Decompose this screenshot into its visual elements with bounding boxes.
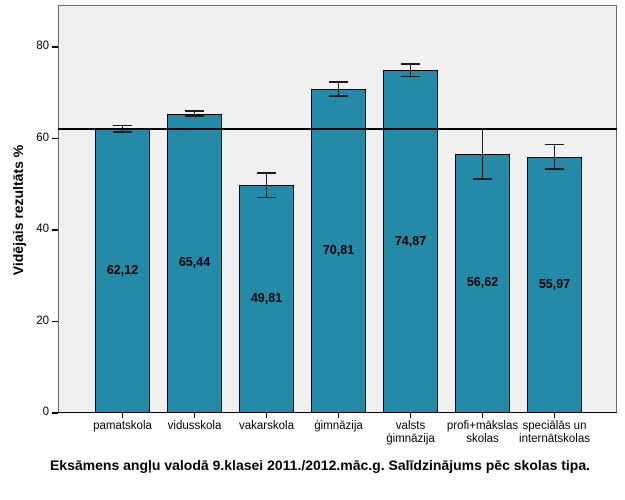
x-tick [193, 413, 196, 418]
error-bar-line [409, 63, 412, 77]
x-tick [265, 413, 268, 418]
bar [95, 128, 150, 413]
y-tick [52, 320, 58, 323]
bar-value-label: 49,81 [250, 291, 283, 306]
category-label: vakarskola [239, 420, 294, 432]
category-label: valsts ģimnāzija [386, 420, 435, 445]
error-bar-cap-bottom [473, 178, 492, 180]
x-tick [553, 413, 556, 418]
error-bar-cap-bottom [545, 168, 564, 170]
bar [311, 89, 366, 413]
x-axis-line [58, 411, 617, 413]
error-bar-line [265, 172, 268, 198]
y-tick-label: 80 [36, 40, 49, 52]
error-bar-line [337, 82, 340, 96]
error-bar-line [553, 144, 556, 170]
bar [383, 70, 438, 413]
error-bar-cap-bottom [257, 196, 276, 199]
bar-value-label: 65,44 [178, 255, 211, 270]
y-tick-label: 0 [42, 406, 49, 418]
bar [455, 153, 510, 413]
bar [239, 185, 294, 413]
chart-title: Eksāmens angļu valodā 9.klasei 2011./201… [49, 457, 591, 473]
x-tick [481, 413, 484, 418]
error-bar-cap-bottom [401, 75, 420, 78]
bar-value-label: 56,62 [466, 275, 499, 290]
error-bar-cap-bottom [113, 131, 132, 133]
y-tick-label: 40 [36, 223, 49, 235]
y-tick [52, 412, 58, 414]
bar-value-label: 74,87 [394, 233, 427, 248]
x-tick [337, 413, 340, 418]
y-tick [52, 46, 58, 48]
y-tick [52, 229, 58, 231]
error-bar-cap-top [257, 172, 276, 174]
bar [527, 156, 582, 413]
error-bar-cap-top [545, 143, 564, 146]
x-tick [409, 413, 412, 418]
y-axis-label: Vidējais rezultāts % [10, 144, 26, 276]
category-label: profi+mākslas skolas [446, 420, 519, 445]
category-label: speciālās un internātskolas [519, 420, 590, 445]
error-bar-cap-bottom [329, 95, 348, 97]
error-bar-cap-top [185, 110, 204, 112]
error-bar-line [481, 129, 484, 179]
category-label: vidusskola [167, 420, 222, 432]
y-tick-label: 20 [36, 314, 49, 327]
y-tick-label: 60 [36, 131, 49, 144]
category-label: ģimnāzija [314, 420, 363, 432]
reference-line [58, 128, 617, 130]
bar-value-label: 62,12 [106, 262, 139, 277]
y-tick [52, 137, 58, 140]
bar-value-label: 70,81 [322, 243, 355, 258]
error-bar-line [193, 111, 196, 117]
bar-value-label: 55,97 [538, 276, 571, 291]
error-bar-cap-bottom [185, 115, 204, 117]
error-bar-cap-top [113, 124, 132, 127]
x-tick [121, 413, 124, 418]
error-bar-cap-top [329, 81, 348, 83]
error-bar-cap-top [401, 63, 420, 65]
category-label: pamatskola [93, 420, 152, 432]
